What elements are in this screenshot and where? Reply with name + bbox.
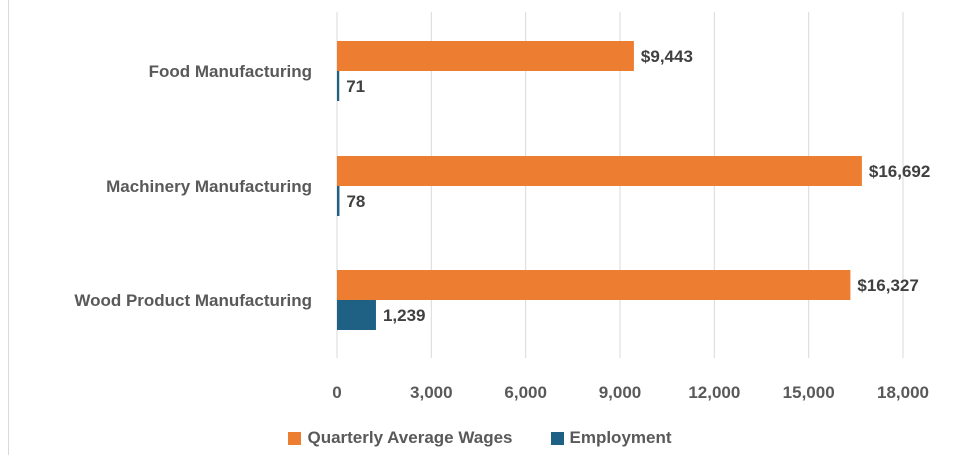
legend-item-employment: Employment	[550, 428, 672, 448]
x-tick-label-4: 12,000	[688, 383, 740, 402]
data-label-quarterly-average-wages-wood-product-manufacturing: $16,327	[857, 276, 918, 295]
x-tick-label-6: 18,000	[877, 383, 929, 402]
legend-item-wages: Quarterly Average Wages	[288, 428, 513, 448]
legend-swatch-employment	[550, 431, 564, 445]
category-label-food-manufacturing: Food Manufacturing	[149, 62, 312, 81]
legend-swatch-wages	[288, 431, 302, 445]
bar-quarterly-average-wages-food-manufacturing	[337, 41, 634, 71]
bar-employment-machinery-manufacturing	[337, 186, 340, 216]
x-tick-label-1: 3,000	[410, 383, 453, 402]
bars	[337, 41, 862, 330]
category-label-machinery-manufacturing: Machinery Manufacturing	[106, 177, 312, 196]
bar-quarterly-average-wages-machinery-manufacturing	[337, 156, 862, 186]
data-label-employment-machinery-manufacturing: 78	[346, 192, 365, 211]
legend-label-wages: Quarterly Average Wages	[307, 428, 513, 447]
x-axis-tick-labels: 0 3,000 6,000 9,000 12,000 15,000 18,000	[332, 383, 929, 402]
legend: Quarterly Average Wages Employment	[0, 428, 960, 448]
x-tick-label-2: 6,000	[504, 383, 547, 402]
bar-employment-food-manufacturing	[337, 71, 340, 101]
data-labels: $9,443 71 $16,692 78 $16,327 1,239	[346, 47, 930, 325]
data-label-employment-wood-product-manufacturing: 1,239	[383, 306, 426, 325]
data-label-employment-food-manufacturing: 71	[346, 77, 365, 96]
x-tick-label-3: 9,000	[599, 383, 642, 402]
data-label-quarterly-average-wages-food-manufacturing: $9,443	[641, 47, 693, 66]
chart-frame-edge	[8, 0, 9, 455]
bar-quarterly-average-wages-wood-product-manufacturing	[337, 270, 851, 300]
category-label-wood-product-manufacturing: Wood Product Manufacturing	[74, 291, 312, 310]
x-tick-label-0: 0	[332, 383, 341, 402]
bar-employment-wood-product-manufacturing	[337, 300, 376, 330]
category-labels: Food Manufacturing Machinery Manufacturin…	[74, 62, 312, 310]
x-tick-label-5: 15,000	[783, 383, 835, 402]
data-label-quarterly-average-wages-machinery-manufacturing: $16,692	[869, 162, 930, 181]
legend-label-employment: Employment	[569, 428, 672, 447]
